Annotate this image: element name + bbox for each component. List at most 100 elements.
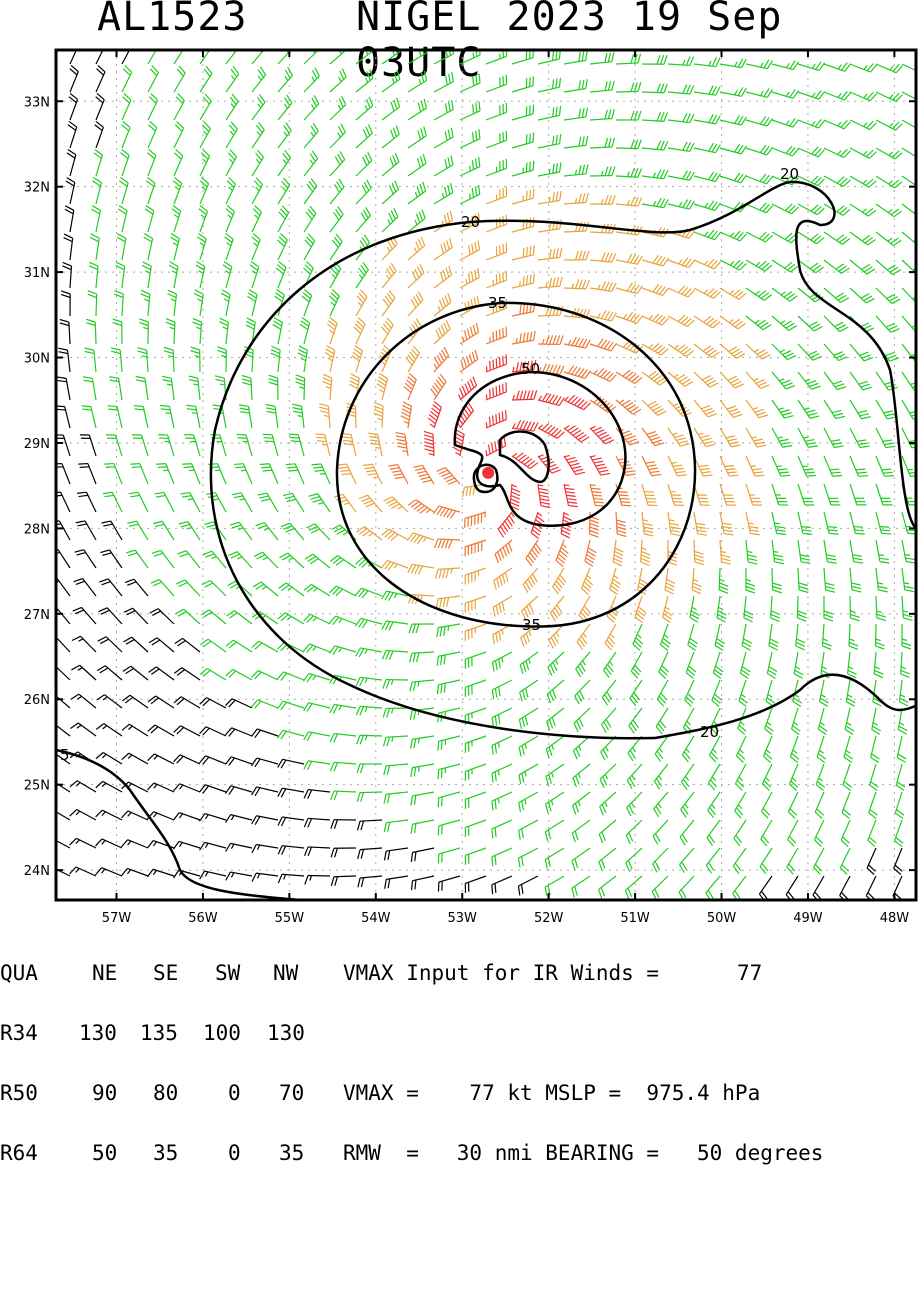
wind-barb (252, 95, 265, 120)
wind-barb (824, 400, 845, 419)
wind-barb (850, 232, 875, 245)
wind-barb (548, 652, 564, 676)
wind-barb (876, 316, 899, 332)
wind-barb (653, 848, 668, 872)
wind-barb (572, 820, 590, 842)
wind-barb (512, 453, 538, 469)
wind-barb (191, 347, 200, 372)
wind-barb (850, 63, 877, 72)
contour-label-20-south: 20 (700, 723, 719, 741)
wind-barb (601, 708, 616, 733)
wind-barb (668, 258, 695, 268)
wind-barb (493, 624, 512, 644)
wind-barb (850, 148, 876, 158)
wind-barb (148, 696, 174, 708)
wind-barb (546, 764, 564, 786)
wind-barb (512, 420, 538, 431)
wind-barb (652, 876, 668, 900)
wind-barb (759, 876, 772, 902)
wind-barb (798, 456, 816, 476)
wind-barb (538, 424, 564, 439)
wind-barb (486, 103, 507, 120)
wind-barb (844, 736, 853, 763)
wind-barb (824, 288, 849, 302)
wind-barb (694, 172, 720, 182)
contour-label-5: 5 (60, 746, 70, 764)
wind-barb (319, 404, 330, 428)
wind-barb (590, 195, 615, 204)
wind-barb (410, 680, 434, 691)
wind-barb (322, 374, 331, 400)
wind-barb (174, 94, 184, 120)
wind-barb (627, 764, 642, 789)
wind-barb (688, 624, 698, 651)
wind-barb (121, 868, 148, 876)
wind-barb (356, 648, 382, 657)
wind-barb (252, 67, 266, 92)
contour-20-south (655, 675, 918, 738)
wind-barb (616, 197, 642, 206)
wind-barb (876, 288, 900, 303)
wind-barb (798, 484, 814, 505)
wind-barb (898, 708, 907, 734)
wind-barb (519, 792, 538, 812)
wind-barb (498, 512, 514, 537)
wind-barb (876, 456, 894, 476)
wind-barb (106, 435, 122, 456)
wind-barb (798, 512, 812, 534)
wind-barb (252, 39, 266, 64)
wind-barb (72, 636, 96, 652)
wind-barb (411, 820, 434, 834)
wind-barb (798, 540, 810, 564)
wind-barb (148, 754, 174, 764)
wind-barb (73, 607, 96, 624)
wind-barb (434, 44, 453, 64)
wind-barb (174, 149, 183, 176)
wind-barb (797, 596, 806, 621)
wind-barb (486, 215, 507, 232)
wind-barb (48, 578, 70, 596)
wind-barb (720, 428, 741, 447)
wind-barb (740, 652, 750, 678)
wind-barb (601, 736, 616, 760)
wind-barb (746, 60, 772, 69)
wind-barb (281, 523, 304, 540)
wind-barb (798, 372, 821, 389)
wind-barb (434, 100, 453, 120)
wind-barb (564, 193, 588, 204)
wind-barb (151, 580, 174, 596)
wind-barb (315, 434, 330, 456)
wind-barb (309, 494, 330, 512)
wind-barb (512, 217, 534, 232)
wind-barb (876, 260, 901, 274)
wind-barb (556, 540, 568, 567)
wind-barb (252, 122, 264, 148)
wind-barb (382, 650, 408, 659)
wind-barb (850, 484, 866, 505)
wind-barb (523, 568, 538, 593)
wind-barb (876, 568, 888, 592)
wind-barb (388, 465, 408, 484)
wind-barb (196, 262, 205, 288)
wind-barb (408, 564, 434, 574)
wind-barb (221, 290, 230, 316)
wind-barb (156, 464, 174, 484)
wind-barb (492, 764, 512, 783)
wind-barb (149, 638, 174, 652)
wind-barb (486, 243, 507, 260)
wind-barb (876, 624, 885, 649)
wind-barb (600, 764, 616, 788)
wind-barb (576, 652, 590, 677)
wind-barb (788, 820, 798, 846)
wind-barb (465, 680, 486, 697)
wind-barb (690, 596, 700, 622)
wind-barb (200, 122, 210, 148)
wind-barb (492, 876, 512, 894)
wind-barb (382, 70, 400, 92)
wind-barb (814, 848, 824, 874)
wind-barb (720, 87, 746, 96)
wind-barb (772, 288, 797, 301)
wind-barb (668, 456, 687, 476)
wind-barb (330, 96, 346, 120)
wind-barb (385, 876, 408, 889)
